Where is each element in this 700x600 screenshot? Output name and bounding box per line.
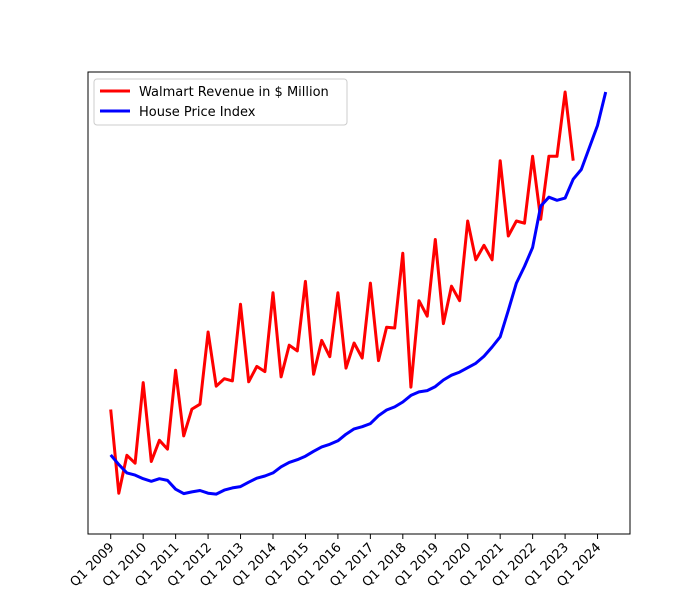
legend: Walmart Revenue in $ Million House Price … — [93, 78, 348, 126]
plot-frame — [87, 71, 631, 535]
plot-area — [88, 72, 630, 534]
series-line-0 — [109, 90, 575, 495]
legend-label-1: House Price Index — [139, 105, 256, 120]
legend-label-0: Walmart Revenue in $ Million — [139, 85, 329, 100]
series-line-1 — [109, 91, 608, 496]
legend-box — [93, 78, 348, 126]
series-layer — [109, 90, 608, 496]
